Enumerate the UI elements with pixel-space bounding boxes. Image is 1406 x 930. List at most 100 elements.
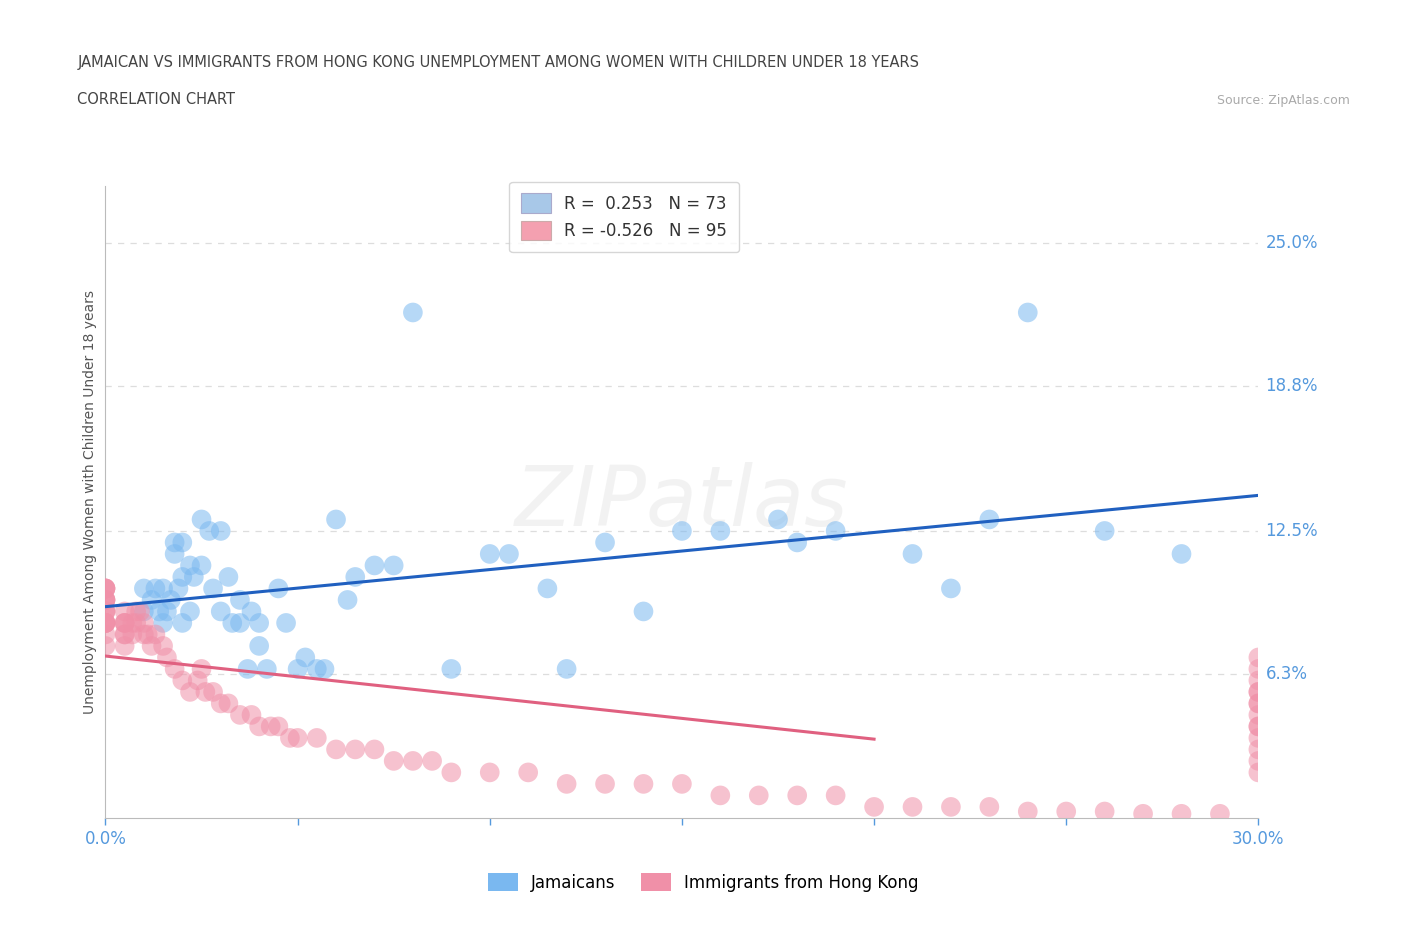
Point xyxy=(121,616,143,631)
Point xyxy=(94,592,117,607)
Point xyxy=(1247,673,1270,688)
Point xyxy=(633,604,655,618)
Point xyxy=(325,512,347,527)
Point xyxy=(145,581,167,596)
Point xyxy=(1017,804,1039,819)
Point xyxy=(287,661,309,676)
Point xyxy=(132,627,155,642)
Text: ZIPatlas: ZIPatlas xyxy=(515,461,849,543)
Point xyxy=(152,616,174,631)
Point xyxy=(202,581,225,596)
Point xyxy=(1247,708,1270,723)
Point xyxy=(94,616,117,631)
Point xyxy=(145,627,167,642)
Point xyxy=(1054,804,1077,819)
Point xyxy=(114,616,136,631)
Point xyxy=(94,616,117,631)
Point xyxy=(190,661,212,676)
Point xyxy=(198,524,221,538)
Point xyxy=(94,592,117,607)
Point xyxy=(247,616,270,631)
Point xyxy=(1170,806,1192,821)
Point xyxy=(229,592,252,607)
Point xyxy=(1094,524,1116,538)
Point xyxy=(517,765,540,780)
Point xyxy=(229,708,252,723)
Point xyxy=(363,742,385,757)
Point xyxy=(786,788,808,803)
Point xyxy=(94,616,117,631)
Point xyxy=(132,604,155,618)
Point xyxy=(1247,684,1270,699)
Point xyxy=(156,650,179,665)
Point xyxy=(114,627,136,642)
Point xyxy=(593,535,616,550)
Point xyxy=(94,581,117,596)
Point xyxy=(247,719,270,734)
Point xyxy=(709,524,731,538)
Point xyxy=(163,661,186,676)
Point xyxy=(314,661,336,676)
Point xyxy=(221,616,243,631)
Point xyxy=(152,581,174,596)
Point xyxy=(1247,696,1270,711)
Point xyxy=(132,581,155,596)
Point xyxy=(163,535,186,550)
Point xyxy=(179,604,201,618)
Point xyxy=(1247,742,1270,757)
Point xyxy=(256,661,278,676)
Point xyxy=(179,558,201,573)
Point xyxy=(363,558,385,573)
Point xyxy=(1017,305,1039,320)
Point xyxy=(94,581,117,596)
Point xyxy=(114,616,136,631)
Point xyxy=(94,616,117,631)
Point xyxy=(671,777,693,791)
Point xyxy=(555,777,578,791)
Point xyxy=(172,535,194,550)
Y-axis label: Unemployment Among Women with Children Under 18 years: Unemployment Among Women with Children U… xyxy=(83,290,97,714)
Point xyxy=(209,524,232,538)
Point xyxy=(555,661,578,676)
Point xyxy=(132,616,155,631)
Point xyxy=(267,719,290,734)
Point xyxy=(498,547,520,562)
Point xyxy=(766,512,789,527)
Point xyxy=(94,616,117,631)
Point xyxy=(671,524,693,538)
Point xyxy=(1170,547,1192,562)
Point xyxy=(1247,730,1270,745)
Point xyxy=(260,719,283,734)
Point xyxy=(94,627,117,642)
Point xyxy=(236,661,259,676)
Point xyxy=(217,696,239,711)
Text: Source: ZipAtlas.com: Source: ZipAtlas.com xyxy=(1216,94,1350,107)
Point xyxy=(172,673,194,688)
Point xyxy=(209,696,232,711)
Point xyxy=(148,604,170,618)
Point xyxy=(183,569,205,584)
Point xyxy=(1247,719,1270,734)
Point xyxy=(163,547,186,562)
Point xyxy=(94,604,117,618)
Point xyxy=(336,592,359,607)
Point xyxy=(152,639,174,654)
Point xyxy=(172,616,194,631)
Point xyxy=(478,765,501,780)
Point xyxy=(536,581,558,596)
Point xyxy=(709,788,731,803)
Point xyxy=(94,592,117,607)
Point xyxy=(1247,650,1270,665)
Point xyxy=(190,558,212,573)
Point xyxy=(194,684,217,699)
Point xyxy=(209,604,232,618)
Point xyxy=(593,777,616,791)
Point xyxy=(141,639,163,654)
Point xyxy=(114,604,136,618)
Point xyxy=(114,616,136,631)
Point xyxy=(202,684,225,699)
Point xyxy=(125,604,148,618)
Text: 6.3%: 6.3% xyxy=(1265,665,1308,683)
Point xyxy=(863,800,886,815)
Point xyxy=(939,800,962,815)
